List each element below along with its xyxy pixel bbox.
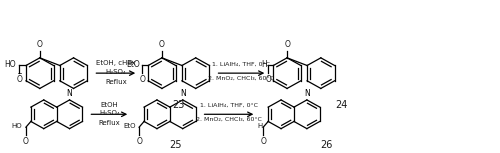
Text: N: N — [66, 89, 72, 98]
Text: 2. MnO₂, CHCl₃, 60°C: 2. MnO₂, CHCl₃, 60°C — [208, 76, 274, 81]
Text: EtOH: EtOH — [100, 102, 118, 108]
Text: 26: 26 — [320, 140, 333, 150]
Text: H₂SO₄: H₂SO₄ — [99, 110, 119, 116]
Text: EtOH, cHex: EtOH, cHex — [96, 60, 136, 66]
Text: Reflux: Reflux — [105, 79, 126, 85]
Text: N: N — [304, 89, 310, 98]
Text: O: O — [284, 40, 290, 49]
Text: EtO: EtO — [126, 60, 140, 69]
Text: 1. LiAlH₄, THF, 0°C: 1. LiAlH₄, THF, 0°C — [200, 103, 258, 108]
Text: O: O — [23, 137, 29, 146]
Text: H₂SO₄: H₂SO₄ — [106, 69, 126, 75]
Text: H: H — [262, 60, 268, 69]
Text: 25: 25 — [170, 140, 182, 150]
Text: 2. MnO₂, CHCl₃, 60°C: 2. MnO₂, CHCl₃, 60°C — [196, 117, 262, 122]
Text: Reflux: Reflux — [98, 120, 120, 126]
Text: O: O — [266, 75, 272, 84]
Text: EtO: EtO — [124, 123, 136, 129]
Text: O: O — [140, 75, 145, 84]
Text: O: O — [260, 137, 266, 146]
Text: N: N — [180, 89, 186, 98]
Text: 24: 24 — [336, 100, 348, 110]
Text: HO: HO — [12, 123, 22, 129]
Text: 23: 23 — [172, 100, 185, 110]
Text: O: O — [16, 75, 22, 84]
Text: O: O — [37, 40, 43, 49]
Text: H: H — [257, 123, 262, 129]
Text: HO: HO — [4, 60, 16, 69]
Text: O: O — [136, 137, 142, 146]
Text: 1. LiAlH₄, THF, 0°C: 1. LiAlH₄, THF, 0°C — [212, 62, 270, 66]
Text: O: O — [159, 40, 165, 49]
